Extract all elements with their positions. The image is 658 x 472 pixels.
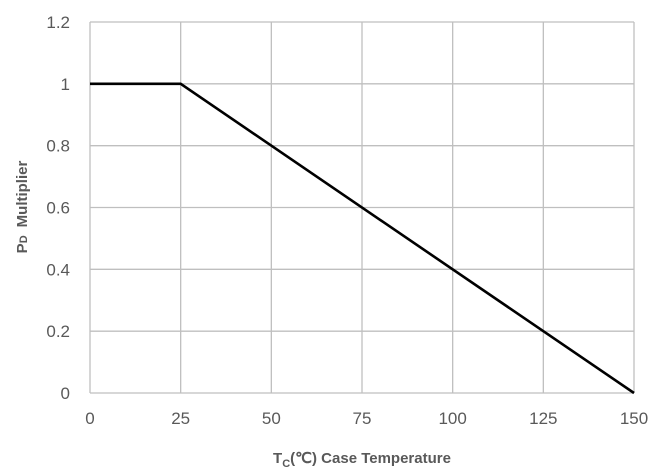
x-tick-label: 125: [529, 409, 557, 428]
y-tick-label: 0: [61, 384, 70, 403]
y-tick-label: 0.8: [46, 137, 70, 156]
series-line: [90, 82, 635, 395]
x-tick-label: 25: [171, 409, 190, 428]
y-tick-label: 1.2: [46, 13, 70, 32]
x-tick-label: 50: [262, 409, 281, 428]
x-tick-label: 0: [85, 409, 94, 428]
y-tick-label: 1: [61, 75, 70, 94]
x-axis-label: TC(℃) Case Temperature: [273, 450, 451, 470]
y-tick-label: 0.6: [46, 199, 70, 218]
grid: [89, 21, 635, 394]
x-tick-label: 150: [620, 409, 648, 428]
y-tick-label: 0.2: [46, 322, 70, 341]
x-tick-label: 75: [353, 409, 372, 428]
y-tick-label: 0.4: [46, 260, 70, 279]
x-tick-label: 100: [438, 409, 466, 428]
y-axis-label: PDMultiplier: [14, 161, 31, 254]
series: [90, 82, 635, 395]
tick-labels: 0 25 50 75 100 125 150 0 0.2 0.4 0.6 0.8 1 1.2: [46, 13, 648, 428]
